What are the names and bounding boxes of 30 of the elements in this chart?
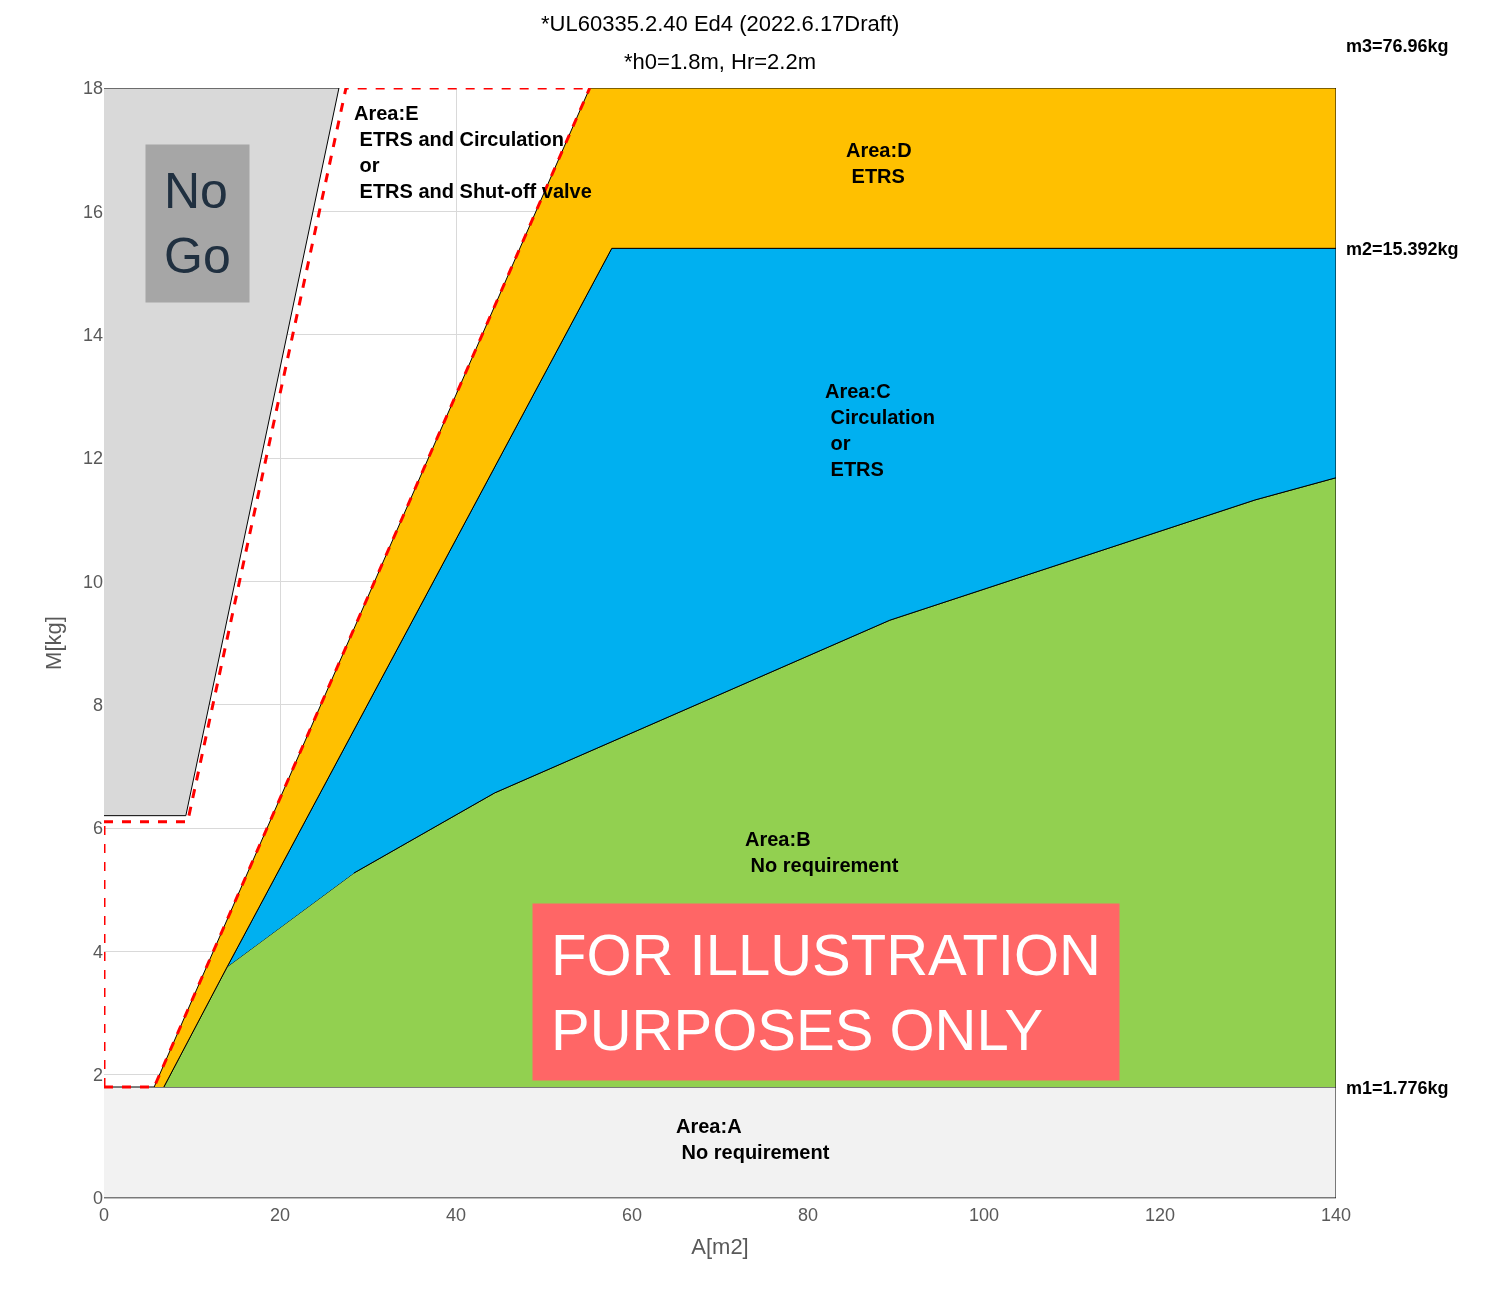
- x-axis-title: A[m2]: [691, 1234, 749, 1260]
- annotation: m1=1.776kg: [1346, 1078, 1449, 1098]
- y-tick-label: 8: [92, 694, 103, 715]
- x-tick-label: 60: [621, 1204, 643, 1225]
- y-tick-label: 0: [92, 1188, 103, 1209]
- x-tick-label: 120: [1144, 1204, 1176, 1225]
- y-tick-label: 10: [82, 571, 103, 592]
- annotation: No Go: [164, 163, 231, 284]
- annotation: Area:D ETRS: [846, 139, 912, 187]
- x-tick-label: 40: [445, 1204, 467, 1225]
- annotation: Area:B No requirement: [745, 828, 899, 876]
- y-tick-label: 12: [82, 448, 103, 469]
- y-tick-label: 6: [92, 818, 103, 839]
- y-tick-label: 16: [82, 201, 103, 222]
- y-tick-label: 4: [92, 941, 103, 962]
- chart-title: *UL60335.2.40 Ed4 (2022.6.17Draft): [541, 11, 900, 36]
- x-tick-label: 100: [968, 1204, 1000, 1225]
- annotation: m2=15.392kg: [1346, 239, 1459, 259]
- x-tick-label: 80: [797, 1204, 819, 1225]
- y-axis-title: M[kg]: [40, 616, 66, 670]
- annotation: FOR ILLUSTRATION PURPOSES ONLY: [551, 922, 1101, 1063]
- x-tick-label: 20: [269, 1204, 291, 1225]
- chart-subtitle: *h0=1.8m, Hr=2.2m: [624, 49, 816, 74]
- x-tick-label: 140: [1320, 1204, 1352, 1225]
- y-tick-label: 2: [92, 1064, 103, 1085]
- y-tick-label: 14: [82, 324, 103, 345]
- annotation: Area:A No requirement: [676, 1115, 830, 1163]
- text: m3=76.96kg: [1346, 36, 1449, 56]
- annotation: Area:C Circulation or ETRS: [825, 380, 936, 480]
- y-tick-label: 18: [82, 78, 103, 99]
